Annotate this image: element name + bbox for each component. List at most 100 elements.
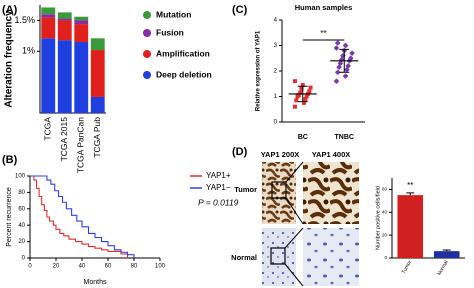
- legend-label: Deep deletion: [156, 69, 212, 79]
- image-row-label: Tumor: [234, 185, 257, 194]
- legend-label: Fusion: [156, 27, 184, 37]
- y-tick-label: 0: [384, 255, 387, 260]
- zoom-box: [271, 181, 287, 199]
- x-axis-title: Months: [84, 279, 107, 286]
- micrograph: [262, 162, 296, 224]
- x-tick-label: 60: [105, 264, 112, 270]
- x-tick-label: 20: [53, 264, 60, 270]
- y-tick-label: 3: [274, 43, 278, 49]
- y-tick-label: 1%: [22, 46, 35, 56]
- micrograph: [303, 228, 359, 286]
- bar-segment: [74, 20, 89, 25]
- x-tick-label: 40: [79, 264, 86, 270]
- y-tick-label: 0: [22, 256, 26, 262]
- data-point: [308, 85, 313, 90]
- micrographs: [262, 161, 359, 287]
- data-point: [292, 79, 297, 84]
- micrograph: [303, 162, 359, 224]
- image-column-label: YAP1 200X: [261, 150, 300, 159]
- bar-segment: [57, 18, 72, 21]
- annotation: P = 0.0119: [198, 197, 239, 207]
- bar: [433, 251, 460, 258]
- data-point: [349, 50, 355, 56]
- legend-marker: [143, 11, 151, 19]
- y-tick-label: 40: [382, 209, 388, 214]
- bar-segment: [74, 16, 89, 21]
- data-point: [333, 78, 340, 85]
- x-tick-label: Normal: [436, 260, 449, 277]
- x-tick-label: TCGA Pub: [92, 117, 102, 158]
- x-tick-label: 100: [155, 264, 166, 270]
- data-point: [333, 45, 340, 51]
- bar-segment: [41, 38, 56, 113]
- x-tick-label: TNBC: [335, 134, 354, 141]
- bar-segment: [57, 12, 72, 19]
- y-axis-title: Relative expression of YAP1: [256, 30, 262, 111]
- x-tick-label: TCGA 2015: [59, 117, 69, 162]
- zoom-box: [270, 247, 286, 265]
- data-point: [300, 83, 305, 88]
- zoom-line: [285, 161, 304, 225]
- data-point: [298, 90, 303, 95]
- y-axis-title: Alteration frequency: [4, 10, 15, 108]
- legend-marker: [143, 29, 151, 37]
- y-tick-label: 20: [18, 239, 25, 245]
- data-point: [342, 73, 349, 79]
- y-tick-label: 2: [274, 69, 278, 75]
- error-bar: [406, 192, 415, 196]
- annotation: **: [407, 181, 413, 190]
- x-tick-label: TCGA: [43, 117, 53, 141]
- x-tick-label: 80: [131, 264, 138, 270]
- panel-label: (A): [2, 4, 18, 16]
- bar-segment: [41, 7, 56, 15]
- bar-segment: [57, 20, 72, 41]
- error-bar: [442, 249, 451, 252]
- x-tick-label: 0: [28, 264, 32, 270]
- y-tick-label: 60: [382, 187, 388, 192]
- bar: [397, 195, 424, 258]
- zoom-line: [284, 227, 304, 287]
- image-column-label: YAP1 400X: [312, 150, 351, 159]
- y-tick-label: 80: [18, 190, 25, 196]
- y-tick-label: 60: [18, 206, 25, 212]
- data-point: [302, 100, 307, 105]
- bar-segment: [41, 14, 56, 18]
- y-axis-title: Number positive cells/field: [375, 186, 381, 250]
- chart-title: Human samples: [295, 3, 353, 12]
- bar-segment: [90, 50, 105, 97]
- data-point: [296, 93, 301, 98]
- data-point: [342, 42, 349, 49]
- bar-segment: [90, 38, 105, 51]
- bar-segment: [57, 40, 72, 114]
- data-point: [334, 69, 341, 76]
- survival-line: [30, 175, 129, 258]
- sd-bar: [339, 48, 350, 73]
- y-tick-label: 0: [274, 120, 278, 126]
- survival-line: [30, 175, 135, 258]
- y-tick-label: 4: [274, 18, 278, 24]
- annotation: **: [320, 29, 326, 38]
- y-tick-label: 1: [274, 94, 278, 100]
- bar-segment: [74, 42, 89, 113]
- data-point: [334, 40, 341, 46]
- y-tick-label: 1.5%: [14, 15, 35, 25]
- x-tick-label: Tumor: [401, 259, 413, 275]
- data-point: [304, 94, 309, 99]
- x-tick-label: BC: [298, 134, 308, 141]
- data-point: [294, 98, 299, 103]
- y-tick-label: 40: [18, 223, 25, 229]
- legend-label: YAP1+: [206, 171, 231, 180]
- legend-marker: [143, 50, 151, 58]
- sd-bar: [297, 85, 308, 103]
- y-tick-label: 100: [15, 174, 26, 180]
- panel-label: (D): [232, 146, 248, 158]
- data-point: [307, 89, 312, 94]
- y-tick-label: 20: [382, 232, 388, 237]
- legend-marker: [143, 71, 151, 79]
- legend-label: Amplification: [156, 48, 210, 58]
- panel-label: (C): [232, 4, 248, 16]
- y-axis-title: Percent recurrence: [6, 187, 13, 247]
- legend-label: Mutation: [156, 9, 191, 19]
